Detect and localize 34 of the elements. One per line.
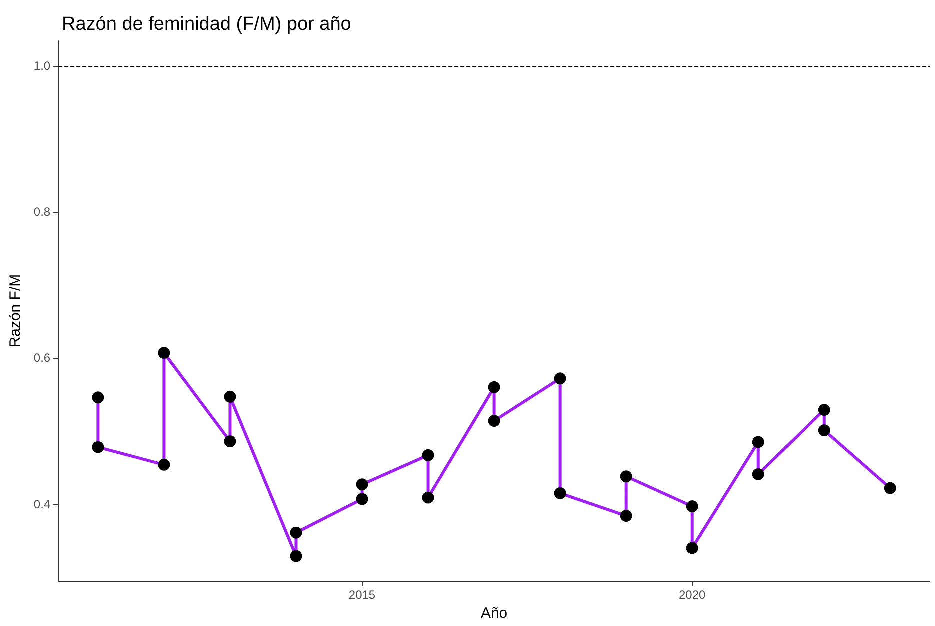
y-tick-label: 1.0 [34, 58, 51, 73]
point [290, 550, 302, 562]
point [224, 436, 236, 448]
y-tick-label: 0.6 [34, 351, 51, 366]
point [752, 468, 764, 480]
point [422, 449, 434, 462]
point [158, 458, 170, 471]
y-axis-title: Razón F/M [7, 274, 24, 348]
point [422, 492, 434, 504]
point [884, 482, 896, 494]
point [620, 510, 632, 522]
point [686, 500, 698, 513]
point [224, 390, 236, 403]
point [818, 404, 830, 416]
point [356, 493, 368, 506]
point [290, 526, 302, 539]
point [554, 372, 566, 385]
x-tick-label: 2015 [348, 588, 376, 602]
point [818, 424, 830, 437]
y-tick-label: 0.4 [34, 497, 51, 512]
point [488, 415, 500, 428]
point [752, 436, 764, 448]
point [92, 441, 104, 454]
y-tick-label: 0.8 [34, 205, 51, 220]
x-tick-label: 2020 [678, 588, 706, 602]
point [158, 347, 170, 360]
point [488, 381, 500, 394]
chart-title: Razón de feminidad (F/M) por año [62, 14, 352, 35]
point [92, 392, 104, 404]
point [620, 470, 632, 483]
x-axis-title: Año [480, 605, 508, 622]
point [686, 542, 698, 554]
point [554, 487, 566, 500]
point [356, 478, 368, 491]
